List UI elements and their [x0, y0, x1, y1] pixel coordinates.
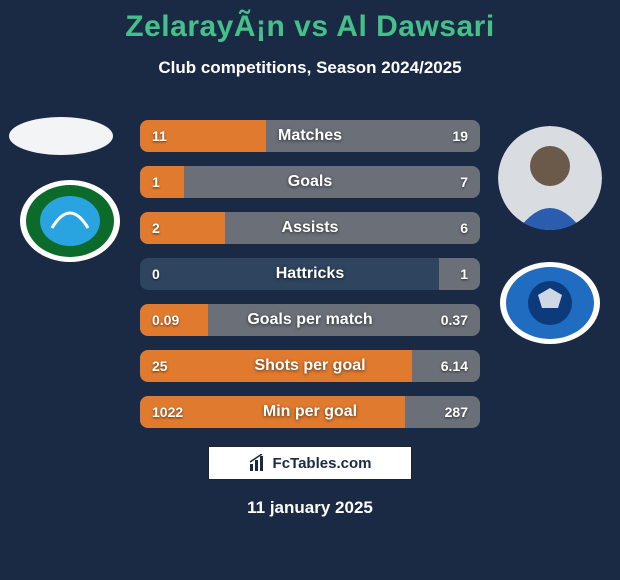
- bar-row: 0.090.37Goals per match: [140, 304, 480, 336]
- bar-label: Min per goal: [140, 396, 480, 428]
- club1-inner: [40, 196, 100, 246]
- subtitle: Club competitions, Season 2024/2025: [0, 58, 620, 78]
- player2-avatar: [498, 126, 602, 230]
- site-logo: FcTables.com: [208, 446, 412, 480]
- bar-row: 17Goals: [140, 166, 480, 198]
- bar-row: 256.14Shots per goal: [140, 350, 480, 382]
- site-label: FcTables.com: [273, 455, 372, 472]
- bar-label: Goals: [140, 166, 480, 198]
- club2-crest: [498, 260, 602, 346]
- bar-label: Hattricks: [140, 258, 480, 290]
- page-title: ZelarayÃ¡n vs Al Dawsari: [0, 0, 620, 44]
- club1-crest: [18, 178, 122, 264]
- bar-row: 01Hattricks: [140, 258, 480, 290]
- bar-label: Matches: [140, 120, 480, 152]
- bar-label: Goals per match: [140, 304, 480, 336]
- infographic-root: ZelarayÃ¡n vs Al Dawsari Club competitio…: [0, 0, 620, 580]
- compare-chart: 1119Matches 17Goals 26Assists 01Hattricks 0.…: [140, 120, 480, 442]
- chart-icon: [249, 454, 267, 472]
- bar-row: 1022287Min per goal: [140, 396, 480, 428]
- player1-avatar: [8, 116, 114, 156]
- bar-label: Assists: [140, 212, 480, 244]
- bar-row: 1119Matches: [140, 120, 480, 152]
- bar-row: 26Assists: [140, 212, 480, 244]
- date-label: 11 january 2025: [0, 498, 620, 518]
- bar-label: Shots per goal: [140, 350, 480, 382]
